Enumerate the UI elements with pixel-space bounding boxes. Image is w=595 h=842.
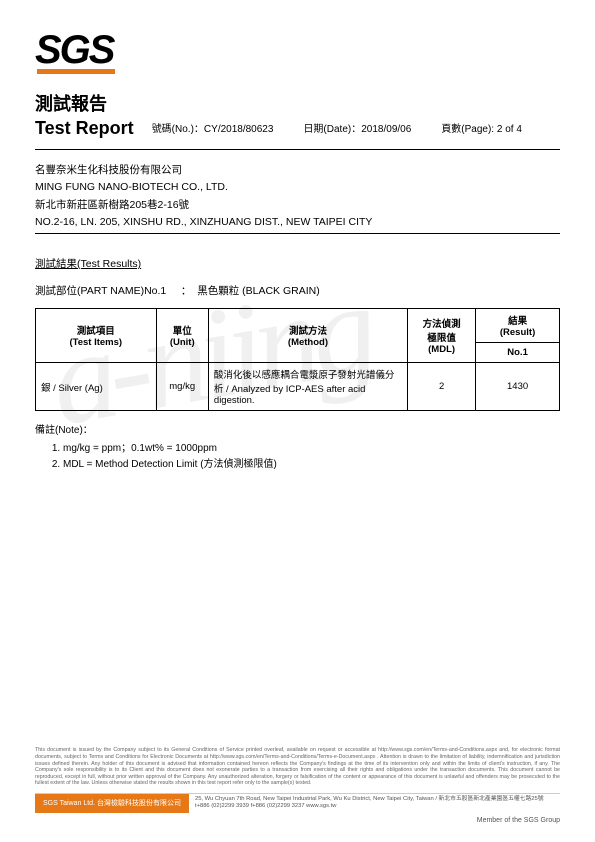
notes-block: 備註(Note)： mg/kg = ppm；0.1wt% = 1000ppm M… (35, 423, 560, 473)
report-no: 號碼(No.)：CY/2018/80623 (152, 120, 274, 135)
results-section-title: 測試結果(Test Results) (35, 256, 560, 271)
title-en: Test Report (35, 118, 134, 139)
footer-bar: SGS Taiwan Ltd. 台灣檢驗科技股份有限公司 25, Wu Chyu… (35, 793, 560, 813)
th-result-sub: No.1 (476, 343, 560, 363)
divider (35, 149, 560, 150)
company-addr-cn: 新北市新莊區新樹路205巷2-16號 (35, 197, 560, 214)
footer-member: Member of the SGS Group (35, 817, 560, 824)
notes-title: 備註(Note)： (35, 423, 560, 439)
note-item: mg/kg = ppm；0.1wt% = 1000ppm (63, 441, 560, 457)
th-method: 測試方法(Method) (208, 309, 407, 363)
page-content: SGS 測試報告 Test Report 號碼(No.)：CY/2018/806… (0, 0, 595, 473)
footer-company-label: SGS Taiwan Ltd. 台灣檢驗科技股份有限公司 (35, 794, 189, 813)
logo-text: SGS (35, 28, 115, 73)
divider (35, 233, 560, 234)
company-name-cn: 名豐奈米生化科技股份有限公司 (35, 162, 560, 179)
cell-unit: mg/kg (156, 363, 208, 411)
cell-mdl: 2 (408, 363, 476, 411)
cell-method: 酸消化後以感應耦合電漿原子發射光譜儀分析 / Analyzed by ICP-A… (208, 363, 407, 411)
meta-row: 號碼(No.)：CY/2018/80623 日期(Date)：2018/09/0… (152, 120, 522, 139)
report-page: 頁數(Page): 2 of 4 (441, 120, 522, 135)
title-cn: 測試報告 (35, 90, 134, 116)
title-row: 測試報告 Test Report 號碼(No.)：CY/2018/80623 日… (35, 90, 560, 139)
th-result: 結果(Result) (476, 309, 560, 343)
footer: This document is issued by the Company s… (35, 747, 560, 824)
part-label: 測試部位(PART NAME)No.1 (35, 285, 166, 297)
cell-item: 銀 / Silver (Ag) (36, 363, 157, 411)
cell-result: 1430 (476, 363, 560, 411)
company-addr-en: NO.2-16, LN. 205, XINSHU RD., XINZHUANG … (35, 214, 560, 231)
results-table: 測試項目(Test Items) 單位(Unit) 測試方法(Method) 方… (35, 308, 560, 411)
th-item: 測試項目(Test Items) (36, 309, 157, 363)
part-name-row: 測試部位(PART NAME)No.1 ： 黑色顆粒 (BLACK GRAIN) (35, 283, 560, 298)
th-unit: 單位(Unit) (156, 309, 208, 363)
report-date: 日期(Date)：2018/09/06 (303, 120, 411, 135)
table-header-row: 測試項目(Test Items) 單位(Unit) 測試方法(Method) 方… (36, 309, 560, 343)
title-block: 測試報告 Test Report (35, 90, 134, 139)
footer-address: 25, Wu Chyuan 7th Road, New Taipei Indus… (189, 794, 560, 813)
sgs-logo: SGS (35, 28, 115, 74)
th-mdl: 方法偵測極限值(MDL) (408, 309, 476, 363)
note-item: MDL = Method Detection Limit (方法偵測極限值) (63, 457, 560, 473)
table-row: 銀 / Silver (Ag) mg/kg 酸消化後以感應耦合電漿原子發射光譜儀… (36, 363, 560, 411)
part-value: 黑色顆粒 (BLACK GRAIN) (197, 285, 320, 297)
company-block: 名豐奈米生化科技股份有限公司 MING FUNG NANO-BIOTECH CO… (35, 162, 560, 231)
disclaimer-text: This document is issued by the Company s… (35, 747, 560, 787)
company-name-en: MING FUNG NANO-BIOTECH CO., LTD. (35, 179, 560, 196)
